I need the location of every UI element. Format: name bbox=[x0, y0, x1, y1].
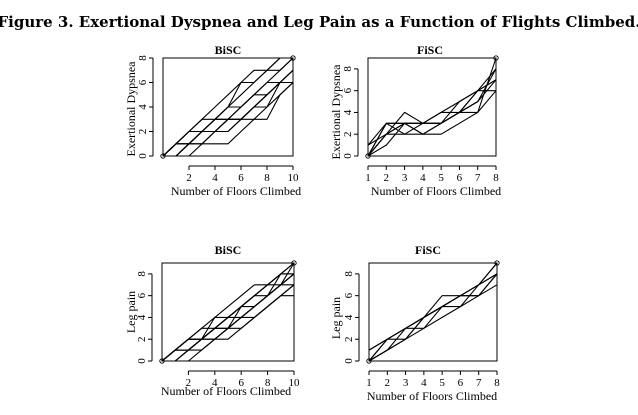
x-tick-label: 4 bbox=[212, 172, 218, 184]
x-tick-label: 1 bbox=[365, 172, 371, 184]
x-tick-label: 6 bbox=[238, 377, 244, 389]
x-tick-label: 2 bbox=[385, 377, 391, 389]
x-tick-label: 1 bbox=[366, 377, 372, 389]
y-tick-label: 4 bbox=[136, 314, 148, 320]
y-axis-label: Exertional Dypsnea bbox=[329, 64, 343, 160]
x-tick-label: 3 bbox=[403, 377, 409, 389]
series-line bbox=[368, 273, 498, 362]
panel-title: FiSC bbox=[417, 43, 443, 57]
x-tick-label: 8 bbox=[494, 377, 500, 389]
y-tick-label: 8 bbox=[343, 271, 355, 277]
x-tick-label: 5 bbox=[438, 172, 444, 184]
y-tick-label: 2 bbox=[343, 336, 355, 342]
series-line bbox=[161, 273, 295, 362]
x-tick-label: 8 bbox=[493, 172, 499, 184]
series-line bbox=[367, 90, 496, 157]
y-tick-label: 4 bbox=[137, 104, 149, 110]
x-tick-label: 8 bbox=[264, 172, 270, 184]
end-point-marker bbox=[291, 260, 297, 266]
start-point-marker bbox=[160, 153, 166, 159]
x-tick-label: 5 bbox=[439, 377, 445, 389]
series-line bbox=[162, 81, 293, 157]
panel-title: FiSC bbox=[415, 243, 441, 257]
y-tick-label: 2 bbox=[136, 336, 148, 342]
series-line bbox=[368, 262, 498, 362]
x-tick-label: 4 bbox=[212, 377, 218, 389]
x-tick-label: 4 bbox=[420, 172, 426, 184]
end-point-marker bbox=[494, 260, 500, 266]
start-point-marker bbox=[159, 358, 165, 364]
y-tick-label: 2 bbox=[137, 129, 149, 135]
y-axis-label: Exertional Dypsnea bbox=[124, 61, 138, 157]
panel-title: BiSC bbox=[215, 43, 242, 57]
x-tick-label: 2 bbox=[384, 172, 390, 184]
plot-frame bbox=[162, 57, 294, 157]
x-axis-label: Number of Floors Climbed bbox=[171, 184, 301, 198]
end-point-marker bbox=[290, 55, 296, 61]
series-line bbox=[367, 57, 497, 157]
x-tick-label: 2 bbox=[186, 172, 192, 184]
series-line bbox=[163, 57, 293, 157]
y-tick-label: 0 bbox=[343, 358, 355, 364]
start-point-marker bbox=[366, 358, 372, 364]
figure-title: Figure 3. Exertional Dyspnea and Leg Pai… bbox=[0, 13, 638, 31]
y-tick-label: 4 bbox=[342, 109, 354, 115]
y-tick-label: 0 bbox=[342, 153, 354, 159]
series-line bbox=[368, 273, 498, 351]
y-tick-label: 8 bbox=[137, 55, 149, 61]
y-tick-label: 6 bbox=[342, 87, 354, 93]
x-axis-label: Number of Floors Climbed bbox=[367, 389, 497, 403]
panel-fisc-dyspnea: FiSC Exertional Dypsnea Number of Floors… bbox=[329, 43, 501, 198]
panel-fisc-leg-pain: FiSC Leg pain Number of Floors Climbed 0… bbox=[329, 243, 500, 403]
y-axis-label: Leg pain bbox=[329, 297, 343, 339]
x-axis-label: Number of Floors Climbed bbox=[161, 384, 291, 398]
y-axis-label: Leg pain bbox=[124, 291, 138, 333]
x-tick-label: 4 bbox=[421, 377, 427, 389]
x-tick-label: 10 bbox=[289, 377, 301, 389]
panel-title: BiSC bbox=[215, 243, 242, 257]
x-tick-label: 8 bbox=[265, 377, 271, 389]
y-tick-label: 6 bbox=[343, 292, 355, 298]
plot-frame bbox=[368, 262, 498, 362]
y-tick-label: 6 bbox=[137, 79, 149, 85]
series-line bbox=[161, 262, 295, 362]
series-line bbox=[162, 284, 295, 362]
series-line bbox=[162, 262, 295, 362]
plot-frame bbox=[367, 57, 497, 157]
series-line bbox=[367, 79, 497, 146]
x-tick-label: 6 bbox=[238, 172, 244, 184]
panel-bisc-dyspnea: BiSC Exertional Dypsnea Number of Floors… bbox=[124, 43, 301, 198]
y-tick-label: 8 bbox=[342, 66, 354, 72]
plot-frame bbox=[161, 262, 295, 362]
end-point-marker bbox=[493, 55, 499, 61]
x-tick-label: 6 bbox=[458, 377, 464, 389]
y-tick-label: 2 bbox=[342, 131, 354, 137]
panel-bisc-leg-pain: BiSC Leg pain Number of Floors Climbed 0… bbox=[124, 243, 300, 398]
x-tick-label: 10 bbox=[288, 172, 300, 184]
y-tick-label: 0 bbox=[137, 153, 149, 159]
x-tick-label: 7 bbox=[476, 377, 482, 389]
x-axis-label: Number of Floors Climbed bbox=[371, 184, 501, 198]
start-point-marker bbox=[365, 153, 371, 159]
x-tick-label: 3 bbox=[402, 172, 408, 184]
y-tick-label: 4 bbox=[343, 314, 355, 320]
x-tick-label: 2 bbox=[186, 377, 192, 389]
y-tick-label: 6 bbox=[136, 292, 148, 298]
y-tick-label: 0 bbox=[136, 358, 148, 364]
x-tick-label: 7 bbox=[475, 172, 481, 184]
series-line bbox=[161, 262, 295, 362]
y-tick-label: 8 bbox=[136, 271, 148, 277]
x-tick-label: 6 bbox=[457, 172, 463, 184]
